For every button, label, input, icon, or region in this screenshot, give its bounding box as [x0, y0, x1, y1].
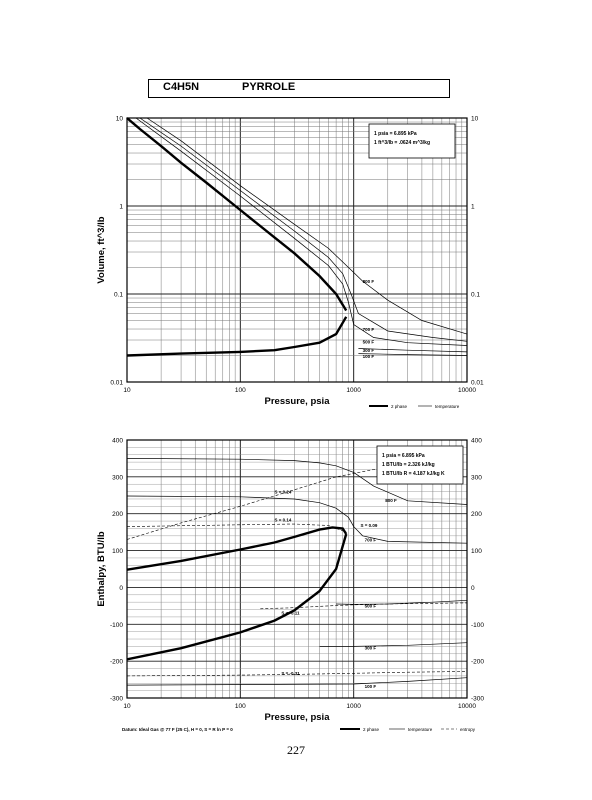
conversion-info-text: 1 psia = 6.895 kPa — [382, 453, 425, 459]
entropy-label: S = -0.31 — [281, 671, 300, 676]
y-tick-label-right: 100 — [471, 548, 482, 555]
y-tick-label-right: -100 — [471, 622, 484, 629]
y-tick-label: 10 — [116, 116, 124, 123]
y-tick-label-right: 200 — [471, 511, 482, 518]
y-tick-label-right: 0 — [471, 585, 475, 592]
isotherm-label: 700 F — [365, 538, 377, 543]
plot-frame — [126, 117, 468, 383]
y-tick-label-right: 400 — [471, 438, 482, 445]
y-tick-label: 0 — [119, 585, 123, 592]
y-tick-label-right: 0.1 — [471, 292, 480, 299]
y-tick-label-right: 300 — [471, 474, 482, 481]
x-tick-label: 10000 — [458, 387, 476, 394]
x-axis-title: Pressure, psia — [265, 712, 331, 723]
y-tick-label-right: -300 — [471, 696, 484, 703]
two-phase-line — [126, 533, 348, 661]
isotherm-label: 500 F — [365, 603, 377, 608]
isotherm-label: 100 F — [365, 684, 377, 689]
y-tick-label: 400 — [112, 438, 123, 445]
two-phase-line — [126, 117, 348, 312]
chart-header-box: C4H5N PYRROLE — [148, 79, 450, 98]
y-tick-label-right: 10 — [471, 116, 479, 123]
isotherm-label: 100 F — [363, 354, 375, 359]
datum-footnote: Datum: Ideal Gas @ 77 F (25 C), H = 0, S… — [122, 727, 233, 732]
conversion-info-box — [376, 445, 464, 485]
x-tick-label: 1000 — [346, 703, 361, 710]
two-phase-line — [126, 316, 348, 357]
temperature-line — [319, 642, 468, 647]
y-tick-label: 300 — [112, 474, 123, 481]
x-tick-label: 10 — [123, 387, 131, 394]
isotherm-label: 800 F — [385, 498, 397, 503]
two-phase-line — [126, 526, 348, 571]
y-axis-title: Enthalpy, BTU/lb — [96, 531, 107, 606]
x-tick-label: 10 — [123, 703, 131, 710]
legend-label: 2 phase — [391, 404, 408, 409]
x-tick-label: 100 — [235, 387, 246, 394]
isotherm-label: 700 F — [363, 327, 375, 332]
legend-label: 2 phase — [363, 727, 380, 732]
isotherm-label: 300 F — [365, 646, 377, 651]
y-tick-label: -100 — [110, 622, 123, 629]
y-tick-label: 200 — [112, 511, 123, 518]
x-tick-label: 100 — [235, 703, 246, 710]
temperature-line — [358, 353, 468, 356]
conversion-info-text: 1 ft^3/lb = .0624 m^3/kg — [374, 140, 430, 146]
y-tick-label: -200 — [110, 659, 123, 666]
legend-label: entropy — [460, 727, 476, 732]
legend-label: temperature — [408, 727, 433, 732]
page-number: 227 — [287, 743, 305, 757]
y-tick-label: 100 — [112, 548, 123, 555]
isotherm-label: 500 F — [363, 339, 375, 344]
conversion-info-text: 1 BTU/lb R = 4.187 kJ/kg K — [382, 471, 445, 477]
temperature-line — [126, 458, 468, 505]
y-tick-label: -300 — [110, 696, 123, 703]
entropy-line — [126, 671, 468, 677]
x-axis-title: Pressure, psia — [265, 396, 331, 407]
conversion-info-text: 1 BTU/lb = 2.326 kJ/kg — [382, 462, 435, 468]
entropy-label: S = -0.11 — [281, 610, 300, 615]
temperature-line — [126, 677, 468, 686]
temperature-line — [146, 117, 468, 335]
temperature-line — [135, 117, 468, 346]
compound-name: PYRROLE — [242, 81, 296, 93]
entropy-line — [126, 523, 347, 533]
entropy-label: S = 0.14 — [274, 518, 291, 523]
entropy-line — [260, 602, 468, 610]
isotherm-label: 800 F — [363, 279, 375, 284]
compound-formula: C4H5N — [163, 81, 200, 93]
conversion-info-text: 1 psia = 6.895 kPa — [374, 131, 417, 137]
x-tick-label: 10000 — [458, 703, 476, 710]
isotherm-label: 300 F — [363, 348, 375, 353]
entropy-label: S = 0.09 — [361, 523, 378, 528]
y-tick-label: 0.1 — [114, 292, 123, 299]
y-tick-label-right: 0.01 — [471, 380, 484, 387]
y-tick-label: 0.01 — [110, 380, 123, 387]
temperature-line — [139, 117, 468, 342]
entropy-label: S = 0.24 — [274, 490, 291, 495]
y-axis-title: Volume, ft^3/lb — [96, 216, 107, 283]
y-tick-label-right: -200 — [471, 659, 484, 666]
entropy-line — [126, 468, 422, 540]
y-tick-label: 1 — [119, 204, 123, 211]
x-tick-label: 1000 — [346, 387, 361, 394]
temperature-line — [358, 348, 468, 353]
y-tick-label-right: 1 — [471, 204, 475, 211]
conversion-info-box — [368, 123, 456, 159]
legend-label: temperature — [435, 404, 460, 409]
